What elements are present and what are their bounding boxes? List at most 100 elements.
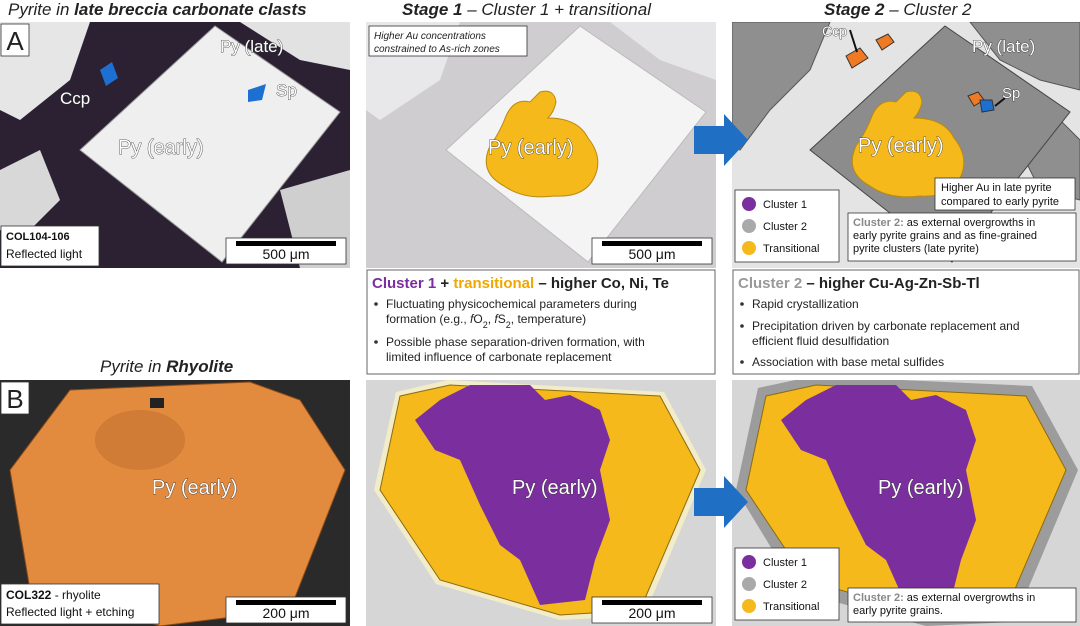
label-box bbox=[0, 583, 160, 625]
text-part: formation (e.g., bbox=[386, 312, 470, 326]
text-part: limited influence of carbonate replaceme… bbox=[386, 350, 612, 364]
legend-marker bbox=[742, 577, 756, 591]
label: early pyrite grains. bbox=[853, 605, 943, 617]
text-part: Cluster 1 bbox=[372, 275, 436, 292]
label: Fluctuating physicochemical parameters d… bbox=[386, 297, 637, 311]
label: Py (late) bbox=[972, 37, 1035, 56]
text-part: 2 bbox=[483, 320, 488, 330]
text-part: S bbox=[498, 312, 506, 326]
scale-bar bbox=[236, 600, 336, 605]
text-part: Association with base metal sulfides bbox=[752, 355, 944, 369]
label: Cluster 2 bbox=[763, 221, 807, 233]
caption-text: as external overgrowths in bbox=[904, 217, 1035, 229]
text-part: transitional bbox=[453, 275, 534, 292]
classified-map bbox=[366, 380, 716, 626]
text-part: Rapid crystallization bbox=[752, 297, 859, 311]
legend-marker bbox=[742, 555, 756, 569]
caption-text: as external overgrowths in bbox=[904, 592, 1035, 604]
label: formation (e.g., fO2, fS2, temperature) bbox=[386, 312, 586, 330]
legend-marker bbox=[742, 219, 756, 233]
bullet bbox=[740, 360, 744, 364]
text-part: Stage 2 bbox=[824, 0, 885, 19]
label-box bbox=[0, 23, 30, 57]
label: Cluster 1 bbox=[763, 199, 807, 211]
label: Py (early) bbox=[118, 137, 204, 159]
label: Cluster 1 + transitional – higher Co, Ni… bbox=[372, 275, 669, 292]
classified-map bbox=[732, 380, 1080, 626]
label: Py (early) bbox=[512, 477, 598, 499]
text-part: + bbox=[436, 275, 453, 292]
sample: COL322 - rhyolite bbox=[6, 588, 101, 602]
text-part: Pyrite in bbox=[8, 0, 74, 19]
label: Precipitation driven by carbonate replac… bbox=[752, 319, 1020, 333]
scale-bar bbox=[236, 241, 336, 246]
text-box bbox=[366, 269, 716, 375]
label-box bbox=[847, 212, 1077, 262]
label: 200 μm bbox=[629, 605, 676, 621]
text-part: Possible phase separation-driven formati… bbox=[386, 335, 645, 349]
bullet bbox=[740, 302, 744, 306]
label-box bbox=[0, 225, 100, 267]
text-part: late breccia carbonate clasts bbox=[74, 0, 306, 19]
text-part: Rhyolite bbox=[166, 357, 233, 376]
label: Stage 1 – Cluster 1 + transitional bbox=[402, 0, 652, 19]
text-part: Pyrite in bbox=[100, 357, 166, 376]
label: Higher Au concentrations bbox=[374, 31, 486, 42]
text-part: Stage 1 bbox=[402, 0, 462, 19]
label: Py (late) bbox=[220, 37, 283, 56]
label-box bbox=[368, 25, 528, 57]
label: Rapid crystallization bbox=[752, 297, 859, 311]
text-part: efficient fluid desulfidation bbox=[752, 334, 889, 348]
label: 500 μm bbox=[629, 246, 676, 262]
text-part: 2 bbox=[506, 320, 511, 330]
caption: Cluster 2: as external overgrowths in bbox=[853, 592, 1035, 604]
bullet bbox=[374, 340, 378, 344]
label: Stage 2 – Cluster 2 bbox=[824, 0, 972, 19]
label: Cluster 1 bbox=[763, 557, 807, 569]
label: Transitional bbox=[763, 601, 819, 613]
text-part: – Cluster 2 bbox=[884, 0, 971, 19]
label: Ccp bbox=[822, 23, 847, 39]
legend-marker bbox=[742, 197, 756, 211]
scale-bar bbox=[602, 241, 702, 246]
label-box bbox=[847, 587, 1077, 623]
label: COL104-106 bbox=[6, 231, 70, 243]
text-part: f bbox=[470, 312, 475, 326]
sample-rest: - rhyolite bbox=[51, 588, 101, 602]
label: Cluster 2 – higher Cu-Ag-Zn-Sb-Tl bbox=[738, 275, 980, 292]
label-box bbox=[0, 381, 30, 415]
label: Cluster 2 bbox=[763, 579, 807, 591]
micrograph bbox=[0, 380, 350, 626]
text-part: Cluster 2 bbox=[738, 275, 802, 292]
label: pyrite clusters (late pyrite) bbox=[853, 243, 979, 255]
text-part: – higher Co, Ni, Te bbox=[534, 275, 669, 292]
label: compared to early pyrite bbox=[941, 196, 1059, 208]
label: 200 μm bbox=[263, 605, 310, 621]
label: Py (early) bbox=[858, 135, 944, 157]
text-part: Fluctuating physicochemical parameters d… bbox=[386, 297, 637, 311]
label: Reflected light + etching bbox=[6, 605, 134, 619]
bullet bbox=[740, 324, 744, 328]
label: Pyrite in Rhyolite bbox=[100, 357, 233, 376]
label: Ccp bbox=[60, 89, 90, 108]
text-part: , bbox=[488, 312, 495, 326]
text-part: – Cluster 1 + transitional bbox=[462, 0, 652, 19]
label: Sp bbox=[276, 81, 297, 100]
label: Association with base metal sulfides bbox=[752, 355, 944, 369]
sample-id: COL322 bbox=[6, 588, 52, 602]
label: 500 μm bbox=[263, 246, 310, 262]
text-part: – higher Cu-Ag-Zn-Sb-Tl bbox=[802, 275, 979, 292]
legend-marker bbox=[742, 599, 756, 613]
label: Transitional bbox=[763, 243, 819, 255]
text-part: f bbox=[494, 312, 499, 326]
legend-marker bbox=[742, 241, 756, 255]
label: Pyrite in late breccia carbonate clasts bbox=[8, 0, 307, 19]
label: Py (early) bbox=[488, 137, 574, 159]
label: Reflected light bbox=[6, 247, 83, 261]
caption: Cluster 2: as external overgrowths in bbox=[853, 217, 1035, 229]
label: B bbox=[6, 384, 23, 414]
text-box bbox=[732, 269, 1080, 375]
label: A bbox=[6, 26, 24, 56]
label: constrained to As-rich zones bbox=[374, 44, 500, 55]
